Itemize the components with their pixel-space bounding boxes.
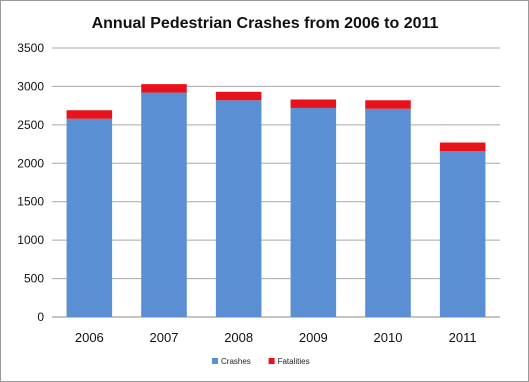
- y-tick-label: 1500: [17, 195, 44, 209]
- y-tick-label: 0: [37, 310, 44, 324]
- bar-fatalities-2011: [439, 142, 486, 151]
- bar-fatalities-2010: [365, 100, 411, 109]
- y-tick-label: 2000: [17, 156, 44, 170]
- bars: [66, 84, 486, 318]
- legend-swatch-crashes: [212, 358, 218, 364]
- bar-crashes-2007: [141, 92, 187, 317]
- x-tick-label: 2010: [374, 330, 403, 345]
- bar-crashes-2010: [365, 108, 411, 318]
- bar-fatalities-2007: [141, 84, 187, 93]
- y-tick-label: 1000: [17, 233, 44, 247]
- chart-title: Annual Pedestrian Crashes from 2006 to 2…: [92, 15, 439, 32]
- y-tick-label: 2500: [17, 118, 44, 132]
- bar-fatalities-2008: [215, 91, 262, 101]
- y-tick-label: 3000: [17, 79, 44, 93]
- legend-label-crashes: Crashes: [221, 357, 251, 366]
- y-tick-label: 3500: [17, 41, 44, 55]
- x-tick-label: 2006: [75, 330, 104, 345]
- legend-label-fatalities: Fatalities: [278, 357, 310, 366]
- x-tick-label: 2009: [299, 330, 328, 345]
- bar-crashes-2006: [66, 118, 113, 317]
- y-axis-ticks: 0 500 1000 1500 2000 2500 3000 3500: [17, 41, 44, 324]
- x-tick-label: 2007: [150, 330, 179, 345]
- legend-swatch-fatalities: [268, 358, 275, 364]
- bar-crashes-2009: [290, 107, 337, 317]
- bar-crashes-2008: [215, 100, 262, 318]
- grid-lines: [52, 47, 500, 318]
- legend: Crashes Fatalities: [212, 357, 310, 366]
- y-tick-label: 500: [24, 272, 44, 286]
- bar-crashes-2011: [439, 150, 486, 317]
- x-tick-label: 2011: [449, 330, 477, 345]
- bar-fatalities-2009: [290, 99, 337, 108]
- bar-fatalities-2006: [66, 110, 113, 119]
- x-axis-labels: 2006 2007 2008 2009 2010 2011: [75, 330, 477, 345]
- x-tick-label: 2008: [224, 330, 253, 345]
